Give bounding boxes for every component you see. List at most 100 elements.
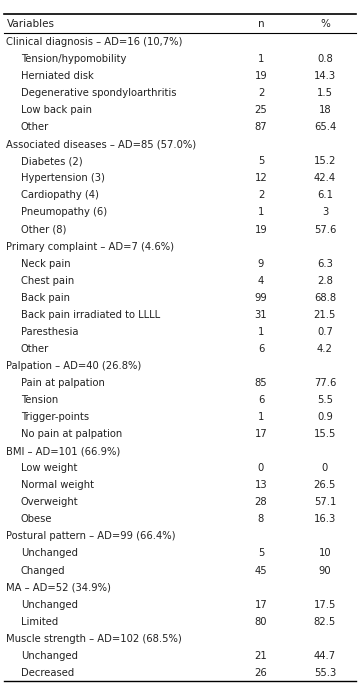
Text: 14.3: 14.3 [314,71,336,81]
Text: Herniated disk: Herniated disk [21,71,94,81]
Text: 80: 80 [255,617,267,626]
Text: 1: 1 [258,54,264,64]
Text: 8: 8 [258,514,264,524]
Text: 15.5: 15.5 [314,429,336,439]
Text: 99: 99 [255,293,267,303]
Text: Changed: Changed [21,566,66,576]
Text: 45: 45 [255,566,267,576]
Text: 5.5: 5.5 [317,395,333,405]
Text: Tension/hypomobility: Tension/hypomobility [21,54,126,64]
Text: 90: 90 [319,566,331,576]
Text: BMI – AD=101 (66.9%): BMI – AD=101 (66.9%) [6,446,121,456]
Text: 2: 2 [258,191,264,200]
Text: 0.9: 0.9 [317,412,333,422]
Text: 77.6: 77.6 [314,378,336,388]
Text: Associated diseases – AD=85 (57.0%): Associated diseases – AD=85 (57.0%) [6,139,197,149]
Text: 25: 25 [255,105,267,115]
Text: Muscle strength – AD=102 (68.5%): Muscle strength – AD=102 (68.5%) [6,634,182,644]
Text: 17: 17 [255,600,267,610]
Text: Paresthesia: Paresthesia [21,327,78,337]
Text: Chest pain: Chest pain [21,276,74,285]
Text: 28: 28 [255,498,267,507]
Text: 6.3: 6.3 [317,259,333,269]
Text: 2.8: 2.8 [317,276,333,285]
Text: Obese: Obese [21,514,53,524]
Text: 57.1: 57.1 [314,498,336,507]
Text: Other: Other [21,344,49,354]
Text: 15.2: 15.2 [314,157,336,166]
Text: 19: 19 [255,71,267,81]
Text: 17: 17 [255,429,267,439]
Text: Back pain irradiated to LLLL: Back pain irradiated to LLLL [21,310,160,319]
Text: 42.4: 42.4 [314,173,336,183]
Text: Postural pattern – AD=99 (66.4%): Postural pattern – AD=99 (66.4%) [6,532,176,541]
Text: 0.7: 0.7 [317,327,333,337]
Text: 82.5: 82.5 [314,617,336,626]
Text: 21: 21 [255,651,267,661]
Text: Diabetes (2): Diabetes (2) [21,157,82,166]
Text: MA – AD=52 (34.9%): MA – AD=52 (34.9%) [6,583,111,592]
Text: Decreased: Decreased [21,668,74,678]
Text: 57.6: 57.6 [314,225,336,235]
Text: 87: 87 [255,122,267,132]
Text: 5: 5 [258,157,264,166]
Text: Palpation – AD=40 (26.8%): Palpation – AD=40 (26.8%) [6,361,142,371]
Text: 17.5: 17.5 [314,600,336,610]
Text: Degenerative spondyloarthritis: Degenerative spondyloarthritis [21,88,176,98]
Text: 12: 12 [255,173,267,183]
Text: 13: 13 [255,480,267,490]
Text: Hypertension (3): Hypertension (3) [21,173,105,183]
Text: 1.5: 1.5 [317,88,333,98]
Text: 85: 85 [255,378,267,388]
Text: Other: Other [21,122,49,132]
Text: 21.5: 21.5 [314,310,336,319]
Text: 2: 2 [258,88,264,98]
Text: 18: 18 [319,105,331,115]
Text: Unchanged: Unchanged [21,548,78,558]
Text: 26: 26 [255,668,267,678]
Text: 1: 1 [258,412,264,422]
Text: Other (8): Other (8) [21,225,66,235]
Text: 65.4: 65.4 [314,122,336,132]
Text: 55.3: 55.3 [314,668,336,678]
Text: Overweight: Overweight [21,498,78,507]
Text: 44.7: 44.7 [314,651,336,661]
Text: 68.8: 68.8 [314,293,336,303]
Text: 5: 5 [258,548,264,558]
Text: 26.5: 26.5 [314,480,336,490]
Text: 6.1: 6.1 [317,191,333,200]
Text: No pain at palpation: No pain at palpation [21,429,122,439]
Text: Pneumopathy (6): Pneumopathy (6) [21,207,107,217]
Text: 6: 6 [258,344,264,354]
Text: 16.3: 16.3 [314,514,336,524]
Text: Cardiopathy (4): Cardiopathy (4) [21,191,99,200]
Text: Unchanged: Unchanged [21,651,78,661]
Text: Low back pain: Low back pain [21,105,92,115]
Text: Normal weight: Normal weight [21,480,94,490]
Text: Limited: Limited [21,617,58,626]
Text: 19: 19 [255,225,267,235]
Text: Primary complaint – AD=7 (4.6%): Primary complaint – AD=7 (4.6%) [6,242,175,251]
Text: 0: 0 [322,464,328,473]
Text: 9: 9 [258,259,264,269]
Text: n: n [258,19,264,29]
Text: Neck pain: Neck pain [21,259,71,269]
Text: 0.8: 0.8 [317,54,333,64]
Text: Tension: Tension [21,395,58,405]
Text: 4.2: 4.2 [317,344,333,354]
Text: Pain at palpation: Pain at palpation [21,378,105,388]
Text: Clinical diagnosis – AD=16 (10,7%): Clinical diagnosis – AD=16 (10,7%) [6,37,183,47]
Text: %: % [320,19,330,29]
Text: Unchanged: Unchanged [21,600,78,610]
Text: Trigger-points: Trigger-points [21,412,89,422]
Text: Back pain: Back pain [21,293,70,303]
Text: 1: 1 [258,207,264,217]
Text: 3: 3 [322,207,328,217]
Text: 31: 31 [255,310,267,319]
Text: 0: 0 [258,464,264,473]
Text: Variables: Variables [6,19,54,29]
Text: 4: 4 [258,276,264,285]
Text: 10: 10 [319,548,331,558]
Text: 6: 6 [258,395,264,405]
Text: Low weight: Low weight [21,464,77,473]
